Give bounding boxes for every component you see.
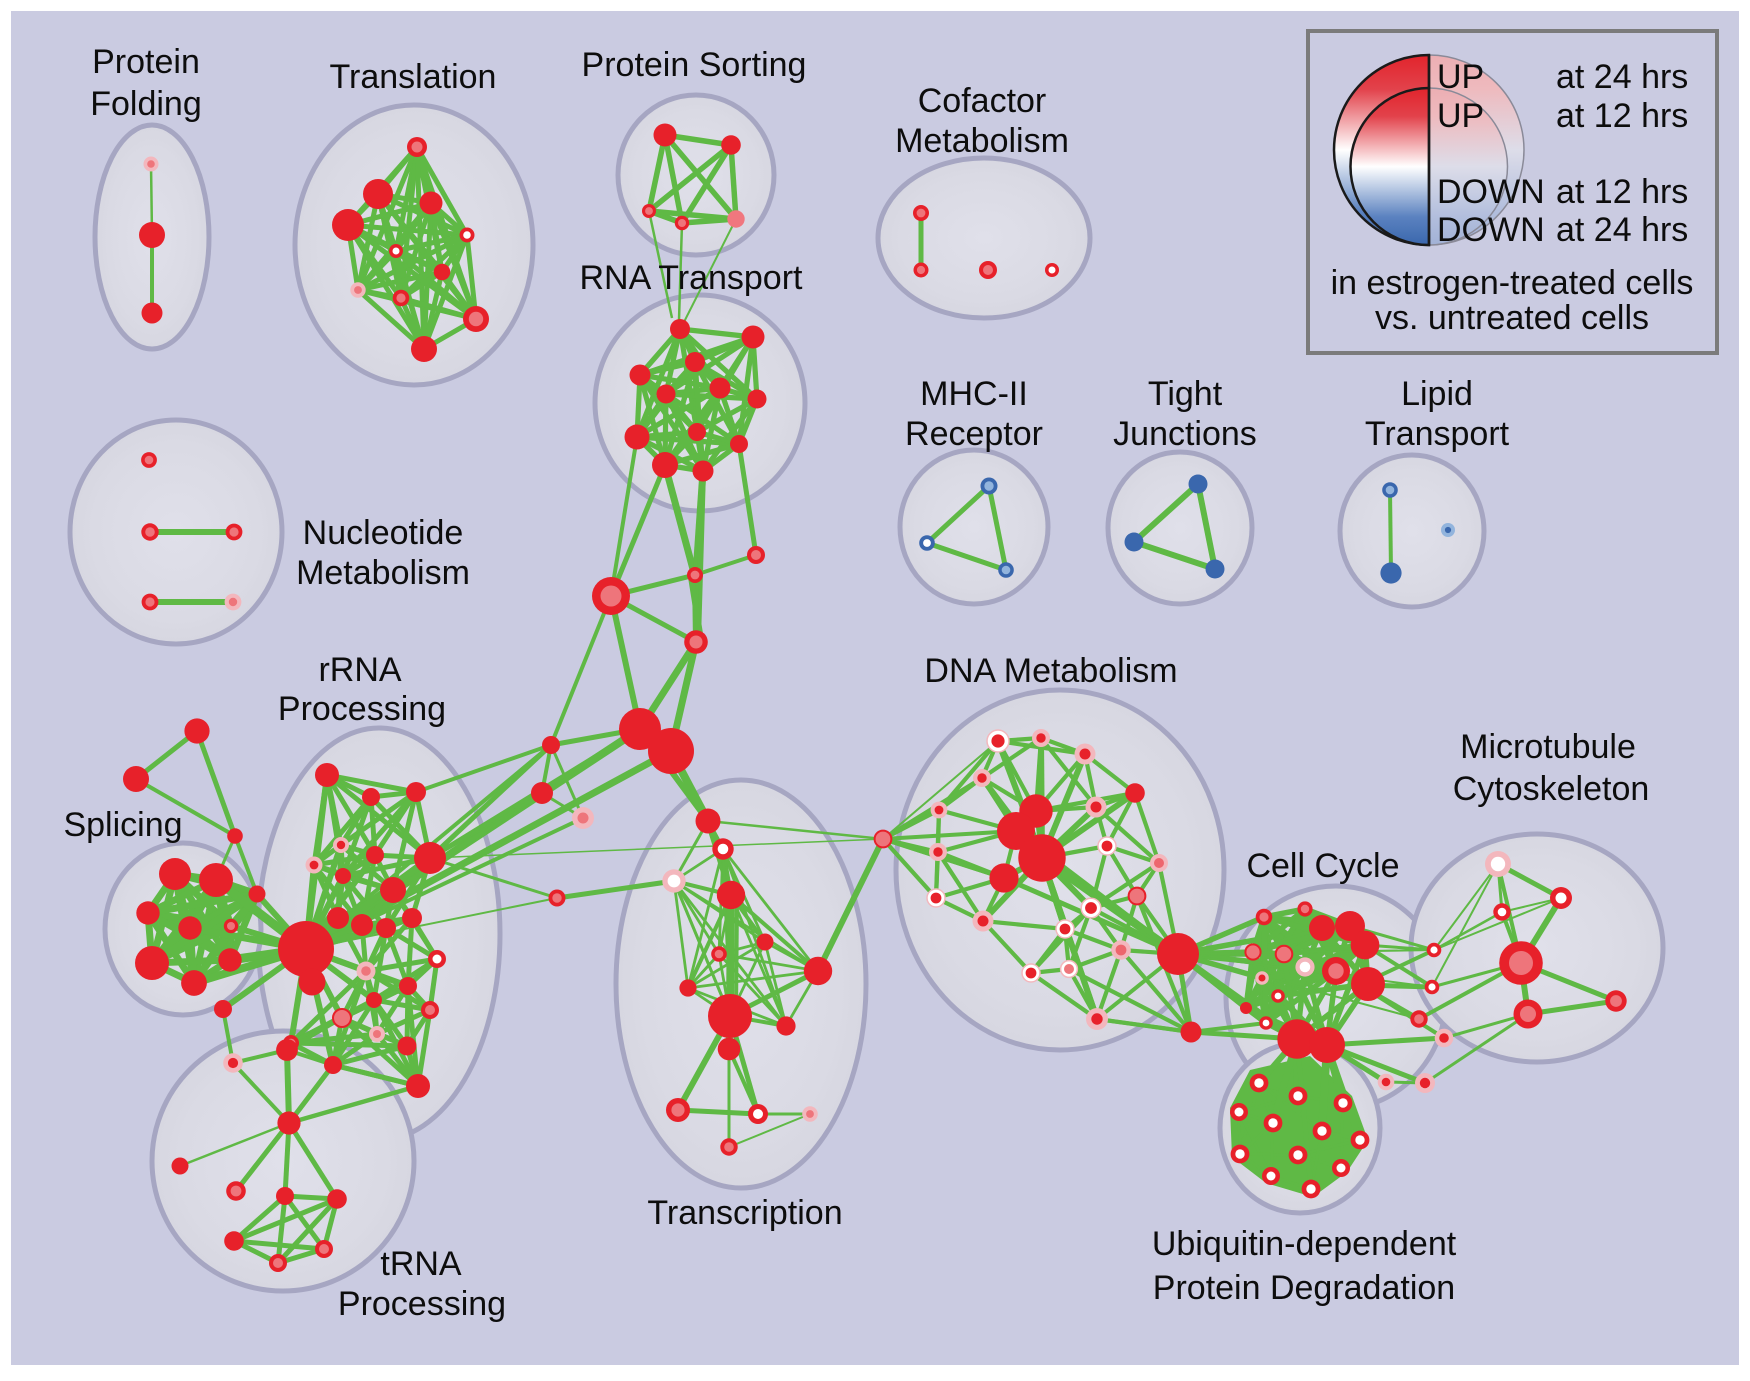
svg-text:Cofactor: Cofactor xyxy=(918,82,1047,120)
svg-text:UP: UP xyxy=(1437,97,1484,135)
svg-text:Ubiquitin-dependent: Ubiquitin-dependent xyxy=(1152,1225,1457,1263)
svg-text:Processing: Processing xyxy=(278,690,446,728)
svg-text:Tight: Tight xyxy=(1148,375,1223,413)
svg-text:MHC-II: MHC-II xyxy=(920,375,1028,413)
svg-text:vs. untreated cells: vs. untreated cells xyxy=(1375,299,1649,337)
svg-text:Junctions: Junctions xyxy=(1113,415,1257,453)
svg-text:at 24 hrs: at 24 hrs xyxy=(1556,211,1688,249)
svg-text:DOWN: DOWN xyxy=(1437,173,1545,211)
svg-text:DOWN: DOWN xyxy=(1437,211,1545,249)
svg-text:UP: UP xyxy=(1437,58,1484,96)
svg-text:RNA Transport: RNA Transport xyxy=(580,259,804,297)
svg-text:Cytoskeleton: Cytoskeleton xyxy=(1453,770,1650,808)
svg-text:rRNA: rRNA xyxy=(318,651,401,689)
svg-text:Transcription: Transcription xyxy=(647,1194,842,1232)
svg-text:at 12 hrs: at 12 hrs xyxy=(1556,173,1688,211)
svg-text:Nucleotide: Nucleotide xyxy=(303,514,464,552)
svg-text:tRNA: tRNA xyxy=(380,1245,462,1283)
svg-text:Protein Sorting: Protein Sorting xyxy=(582,46,807,84)
svg-text:Translation: Translation xyxy=(330,58,497,96)
svg-text:Protein Degradation: Protein Degradation xyxy=(1153,1269,1455,1307)
svg-text:at 24 hrs: at 24 hrs xyxy=(1556,58,1688,96)
svg-text:Protein: Protein xyxy=(92,43,200,81)
svg-text:Microtubule: Microtubule xyxy=(1460,728,1636,766)
svg-text:Processing: Processing xyxy=(338,1285,506,1323)
svg-text:at 12 hrs: at 12 hrs xyxy=(1556,97,1688,135)
svg-text:Metabolism: Metabolism xyxy=(296,554,470,592)
svg-text:Receptor: Receptor xyxy=(905,415,1043,453)
svg-text:Lipid: Lipid xyxy=(1401,375,1473,413)
svg-text:Folding: Folding xyxy=(90,85,202,123)
svg-text:Cell Cycle: Cell Cycle xyxy=(1246,847,1399,885)
svg-text:DNA Metabolism: DNA Metabolism xyxy=(924,652,1177,690)
svg-text:in estrogen-treated cells: in estrogen-treated cells xyxy=(1331,264,1694,302)
svg-text:Transport: Transport xyxy=(1365,415,1510,453)
svg-text:Metabolism: Metabolism xyxy=(895,122,1069,160)
svg-text:Splicing: Splicing xyxy=(63,806,182,844)
